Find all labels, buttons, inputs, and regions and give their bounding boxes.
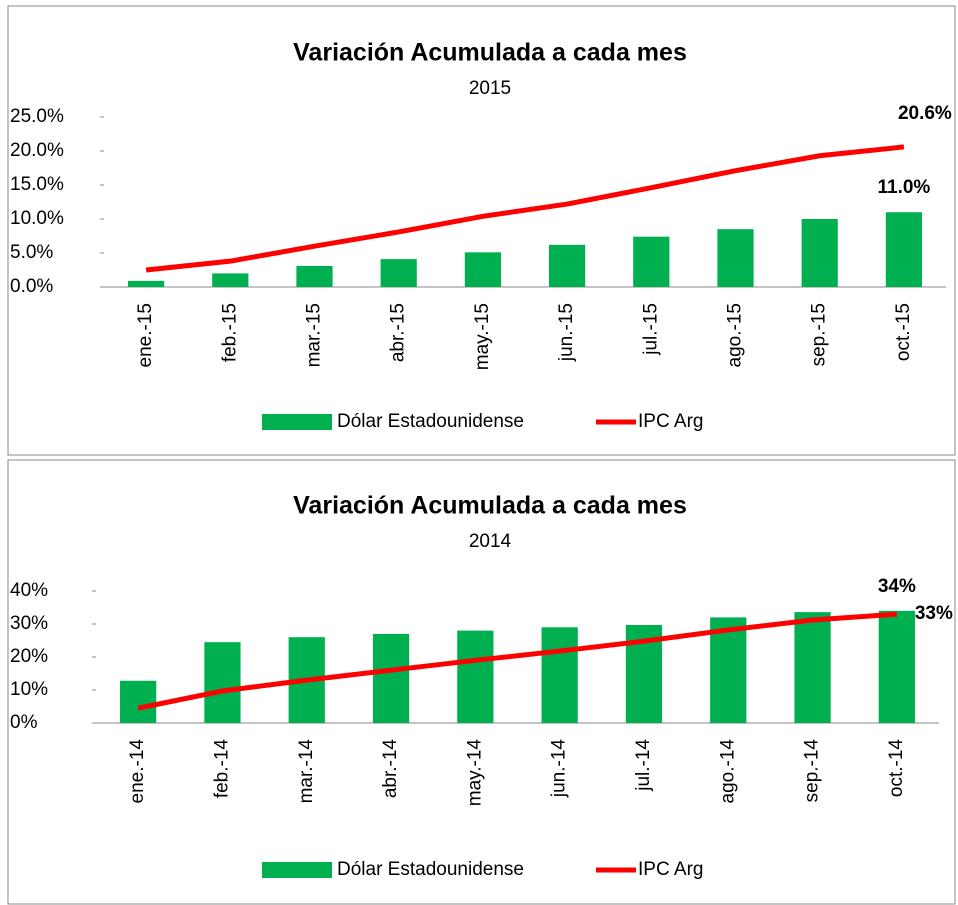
bar	[380, 259, 417, 287]
x-tick-label: ene.-14	[127, 739, 148, 804]
chart-subtitle: 2014	[469, 531, 512, 552]
line	[137, 611, 898, 711]
chart-frame	[7, 5, 956, 456]
data-label: 34%	[878, 576, 916, 597]
x-tick-label: ago.-15	[725, 303, 746, 367]
y-tick-label: 0.0%	[10, 276, 53, 297]
bar	[878, 610, 915, 723]
bar	[120, 680, 157, 723]
bar	[548, 244, 586, 287]
x-tick-label: may.-14	[464, 739, 485, 807]
legend-swatch	[262, 862, 332, 878]
x-tick-label: mar.-15	[304, 303, 325, 367]
x-tick-label: jun.-15	[556, 303, 577, 362]
bar	[794, 612, 831, 723]
legend-label: Dólar Estadounidense	[337, 859, 524, 880]
bar	[710, 617, 747, 723]
y-tick-label: 0%	[10, 712, 38, 733]
data-label: 33%	[915, 603, 953, 624]
x-tick-label: may.-15	[472, 303, 493, 370]
chart-title: Variación Acumulada a cada mes	[293, 39, 687, 67]
line	[145, 144, 905, 273]
y-tick-label: 10.0%	[10, 208, 64, 229]
chart-subtitle: 2015	[469, 78, 511, 99]
x-tick-label: sep.-15	[809, 303, 830, 366]
bar	[801, 219, 838, 287]
x-tick-label: jul.-15	[640, 303, 661, 356]
y-tick-label: 20.0%	[10, 140, 64, 161]
x-tick-label: ene.-15	[135, 303, 156, 367]
bar	[633, 236, 670, 287]
y-tick-label: 30%	[10, 613, 48, 634]
bar	[457, 630, 494, 723]
legend-label: Dólar Estadounidense	[337, 411, 524, 432]
x-tick-label: feb.-14	[211, 739, 232, 799]
x-tick-label: oct.-15	[893, 303, 914, 361]
x-tick-label: sep.-14	[802, 739, 823, 803]
y-tick-label: 40%	[10, 580, 48, 601]
data-label: 20.6%	[898, 103, 952, 124]
x-tick-label: abr.-15	[388, 303, 409, 362]
bar	[717, 229, 754, 287]
x-tick-label: oct.-14	[886, 739, 907, 798]
bar	[204, 642, 241, 723]
y-tick-label: 5.0%	[10, 242, 53, 263]
y-tick-label: 15.0%	[10, 174, 64, 195]
bar	[464, 252, 502, 287]
bar	[885, 212, 923, 287]
legend-label: IPC Arg	[638, 859, 703, 880]
x-tick-label: abr.-14	[380, 739, 401, 799]
legend-label: IPC Arg	[638, 411, 703, 432]
y-tick-label: 20%	[10, 646, 48, 667]
bar	[212, 273, 249, 287]
y-tick-label: 25.0%	[10, 106, 64, 127]
legend-swatch	[262, 414, 332, 430]
bar	[541, 627, 578, 723]
bar	[296, 265, 333, 287]
bar	[372, 633, 410, 723]
x-tick-label: jun.-14	[549, 739, 570, 799]
chart-title: Variación Acumulada a cada mes	[293, 492, 687, 520]
y-tick-label: 10%	[10, 679, 48, 700]
x-tick-label: ago.-14	[717, 739, 738, 804]
x-tick-label: mar.-14	[296, 739, 317, 804]
bar	[127, 280, 165, 287]
x-tick-label: feb.-15	[219, 303, 240, 362]
x-tick-label: jul.-14	[633, 739, 654, 792]
data-label: 11.0%	[877, 177, 930, 198]
